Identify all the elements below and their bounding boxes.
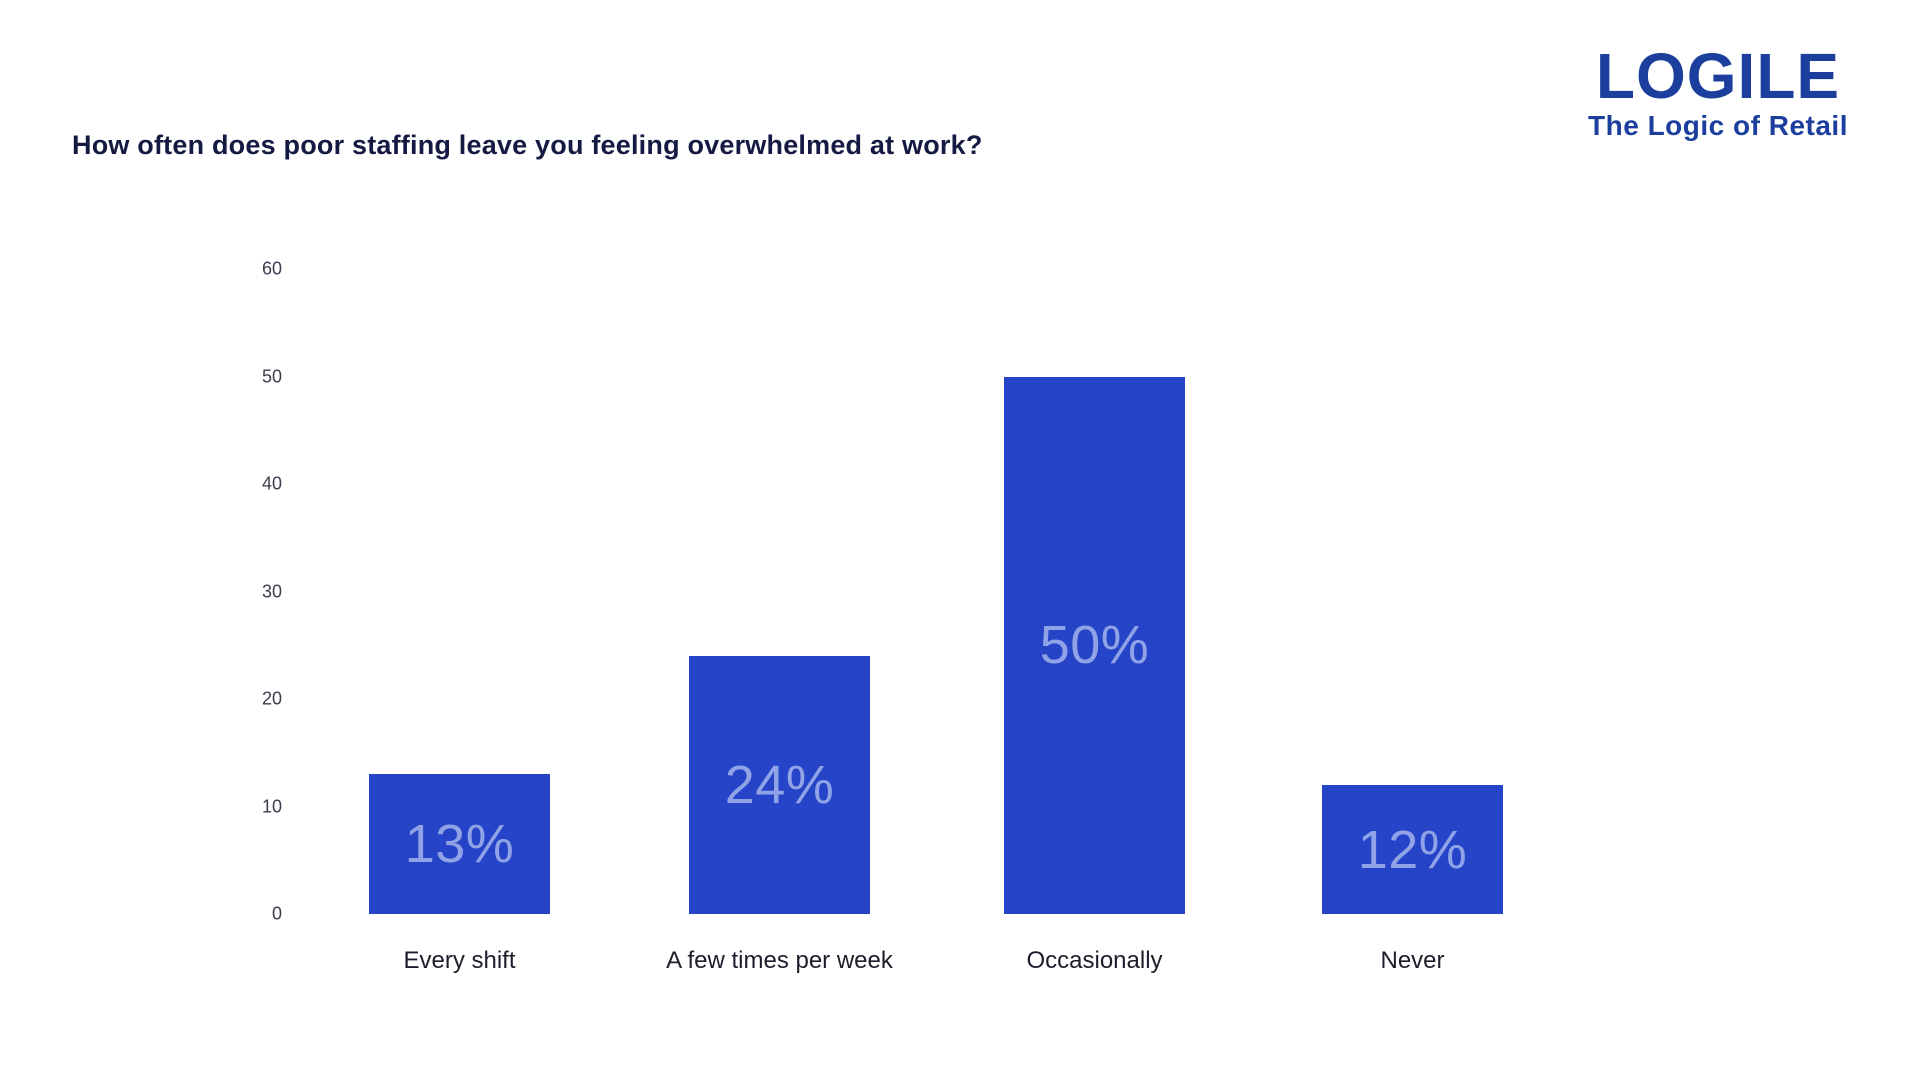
logile-logo: LOGILE The Logic of Retail bbox=[1538, 44, 1898, 142]
bar-value-label: 24% bbox=[724, 755, 835, 815]
bar-every-shift: 13% bbox=[369, 774, 550, 914]
bar-value-label: 12% bbox=[1357, 819, 1468, 880]
chart-title: How often does poor staffing leave you f… bbox=[72, 130, 983, 160]
y-axis-tick-label: 30 bbox=[261, 581, 282, 601]
bar-never: 12% bbox=[1322, 785, 1503, 914]
bar-value-label: 13% bbox=[404, 814, 515, 875]
y-axis-tick-label: 20 bbox=[261, 688, 282, 709]
x-axis-label: A few times per week bbox=[666, 947, 893, 974]
bar-a-few-times-per-week: 24% bbox=[689, 656, 870, 914]
logo-tagline: The Logic of Retail bbox=[1588, 110, 1848, 141]
y-axis-tick-label: 10 bbox=[261, 796, 282, 816]
y-axis-tick-label: 0 bbox=[271, 903, 282, 924]
x-axis-label: Occasionally bbox=[1026, 947, 1163, 974]
y-axis-tick-label: 50 bbox=[261, 366, 282, 386]
y-axis-tick-label: 40 bbox=[261, 473, 282, 494]
logo-wordmark: LOGILE bbox=[1595, 40, 1841, 112]
bar-occasionally: 50% bbox=[1004, 376, 1185, 914]
y-axis-tick-label: 60 bbox=[261, 258, 282, 279]
x-axis-label: Never bbox=[1380, 947, 1445, 974]
bar-value-label: 50% bbox=[1039, 615, 1150, 676]
x-axis-label: Every shift bbox=[403, 947, 516, 974]
